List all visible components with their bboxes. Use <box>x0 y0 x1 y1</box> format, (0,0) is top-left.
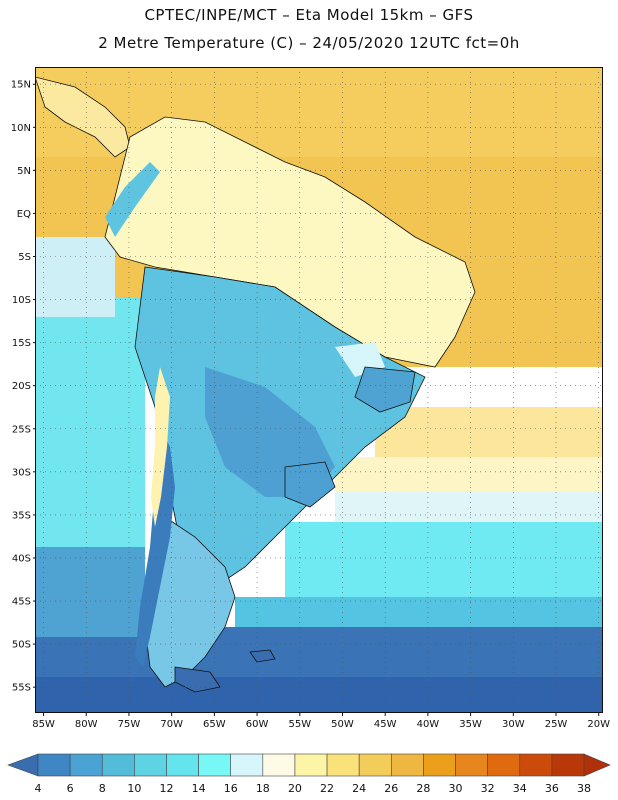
colorbar-swatch-1 <box>69 753 103 777</box>
temperature-colorbar: 4 6 8 10 12 14 16 18 20 22 24 26 28 30 32 34 36 38 <box>7 753 611 795</box>
colorbar-label-0: 4 <box>35 782 42 795</box>
colorbar-swatch-4 <box>166 753 199 777</box>
lat-tick-label-7: 20S <box>12 381 31 392</box>
colorbar-label-12: 28 <box>416 782 430 795</box>
colorbar-label-5: 14 <box>192 782 206 795</box>
andes-south-cold-strip <box>135 417 175 667</box>
lon-tick-label-0: 85W <box>32 719 55 730</box>
colorbar-swatch-8 <box>294 753 328 777</box>
ocean-band-transition <box>335 492 603 527</box>
colorbar-swatch-9 <box>326 753 360 777</box>
lon-tick-label-9: 40W <box>417 719 440 730</box>
longitude-tick-labels: 85W 80W 75W 70W 65W 60W 55W 50W 45W 40W 35W 30W 25W 2… <box>32 713 610 730</box>
lon-tick-label-10: 35W <box>459 719 482 730</box>
colorbar-label-14: 32 <box>481 782 495 795</box>
lon-tick-label-8: 45W <box>374 719 397 730</box>
colorbar-swatch-10 <box>358 753 392 777</box>
ocean-band-subtropical-2 <box>335 457 603 497</box>
colorbar-label-15: 34 <box>513 782 527 795</box>
lat-tick-label-8: 25S <box>12 424 31 435</box>
map-border <box>35 67 603 713</box>
lat-tick-label-1: 10N <box>11 123 31 134</box>
title-line-1: CPTEC/INPE/MCT – Eta Model 15km – GFS <box>144 6 474 24</box>
southeast-brazil-coast <box>354 366 416 413</box>
colorbar-swatch-7 <box>262 753 296 777</box>
lat-tick-label-2: 5N <box>17 166 31 177</box>
colorbar-label-1: 6 <box>67 782 74 795</box>
ocean-band-pacific-mild <box>35 237 115 317</box>
andes-north-cool-strip <box>105 162 160 237</box>
latitude-tick-labels: 15N 10N 5N EQ 5S 10S 15S 20S 25S 30S 35S 40S 45S 50S 5… <box>11 80 35 694</box>
colorbar-label-7: 18 <box>256 782 270 795</box>
colorbar-label-6: 16 <box>224 782 238 795</box>
ocean-temperature-field <box>35 67 603 713</box>
land-temperature-field <box>35 76 476 693</box>
uruguay-region <box>284 461 336 508</box>
ocean-band-pacific-cold <box>35 547 145 637</box>
colorbar-labels: 4 6 8 10 12 14 16 18 20 22 24 26 28 30 32 34 36 38 <box>35 782 592 795</box>
central-america-land <box>35 76 131 158</box>
lat-tick-label-12: 45S <box>12 597 31 608</box>
temperature-map <box>35 67 603 713</box>
colorbar-swatch-14 <box>487 753 521 777</box>
colorbar-swatch-3 <box>134 753 167 777</box>
lat-tick-label-6: 15S <box>12 338 31 349</box>
lon-tick-label-13: 20W <box>587 719 610 730</box>
lat-tick-label-3: EQ <box>17 209 31 220</box>
colorbar-swatch-11 <box>390 753 424 777</box>
lon-tick-label-12: 25W <box>545 719 568 730</box>
colorbar-swatch-15 <box>519 753 553 777</box>
tierra-del-fuego <box>174 666 221 693</box>
colorbar-label-11: 26 <box>384 782 398 795</box>
lat-tick-label-0: 15N <box>11 80 31 91</box>
colorbar-label-9: 22 <box>320 782 334 795</box>
lon-tick-label-6: 55W <box>288 719 311 730</box>
colorbar-swatch-13 <box>455 753 488 777</box>
lon-tick-label-3: 70W <box>160 719 183 730</box>
colorbar-swatch-16 <box>551 753 585 777</box>
title-line-2: 2 Metre Temperature (C) – 24/05/2020 12U… <box>98 34 520 52</box>
lat-tick-label-13: 50S <box>12 640 31 651</box>
colorbar-label-3: 10 <box>127 782 141 795</box>
lat-tick-label-9: 30S <box>12 467 31 478</box>
colorbar-label-8: 20 <box>288 782 302 795</box>
lon-tick-label-1: 80W <box>75 719 98 730</box>
colorbar-label-16: 36 <box>545 782 559 795</box>
lat-tick-label-5: 10S <box>12 295 31 306</box>
colorbar-label-10: 24 <box>352 782 366 795</box>
lon-tick-label-5: 60W <box>246 719 269 730</box>
falkland-islands <box>249 649 276 663</box>
lon-tick-label-2: 75W <box>118 719 141 730</box>
colorbar-swatches <box>7 753 611 777</box>
chile-coast-warm-strip <box>151 367 170 527</box>
colorbar-under-arrow <box>7 753 39 777</box>
colorbar-label-2: 8 <box>99 782 106 795</box>
ocean-band-southern-ocean <box>35 677 603 713</box>
colorbar-label-13: 30 <box>449 782 463 795</box>
lat-tick-label-4: 5S <box>18 252 31 263</box>
lat-tick-label-10: 35S <box>12 510 31 521</box>
colorbar-label-4: 12 <box>159 782 173 795</box>
lat-tick-label-14: 55S <box>12 683 31 694</box>
colorbar-swatch-12 <box>423 753 456 777</box>
colorbar-swatch-2 <box>101 753 135 777</box>
colorbar-swatch-5 <box>198 753 232 777</box>
lat-tick-label-11: 40S <box>12 553 31 564</box>
lon-tick-label-11: 30W <box>502 719 525 730</box>
lon-tick-label-4: 65W <box>203 719 226 730</box>
colorbar-swatch-0 <box>37 753 71 777</box>
colorbar-over-arrow <box>583 753 611 777</box>
south-america-north <box>104 116 476 368</box>
colorbar-swatch-6 <box>230 753 264 777</box>
lon-tick-label-7: 50W <box>331 719 354 730</box>
colorbar-label-17: 38 <box>577 782 591 795</box>
